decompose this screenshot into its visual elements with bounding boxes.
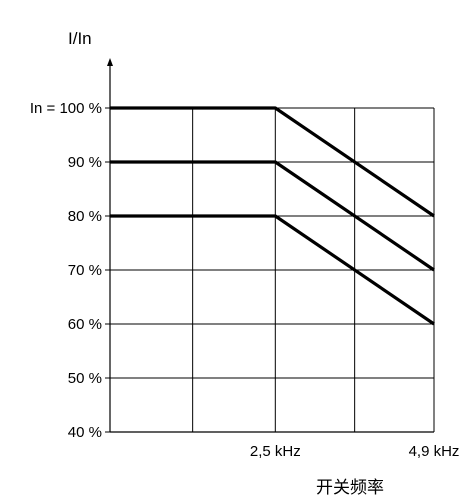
series-line — [110, 106, 435, 218]
series-line — [110, 214, 435, 326]
series-line — [110, 160, 435, 272]
axes — [105, 58, 434, 433]
x-tick-label: 4,9 kHz — [409, 443, 460, 460]
y-tick-label: 40 % — [68, 424, 102, 441]
y-tick-label: In = 100 % — [30, 100, 102, 117]
y-tick-labels: In = 100 % 90 % 80 % 70 % 60 % 50 % 40 % — [30, 100, 102, 441]
x-tick-label: 2,5 kHz — [250, 443, 301, 460]
y-tick-label: 90 % — [68, 154, 102, 171]
y-tick-label: 50 % — [68, 370, 102, 387]
x-tick-labels: 2,5 kHz 4,9 kHz — [250, 443, 460, 460]
y-axis-arrow — [107, 58, 113, 66]
y-tick-label: 80 % — [68, 208, 102, 225]
y-tick-label: 70 % — [68, 262, 102, 279]
y-tick-label: 60 % — [68, 316, 102, 333]
y-axis-label: I/In — [68, 29, 92, 48]
x-axis-label: 开关频率 — [316, 478, 384, 498]
grid — [110, 107, 435, 432]
series-lines — [110, 106, 435, 326]
